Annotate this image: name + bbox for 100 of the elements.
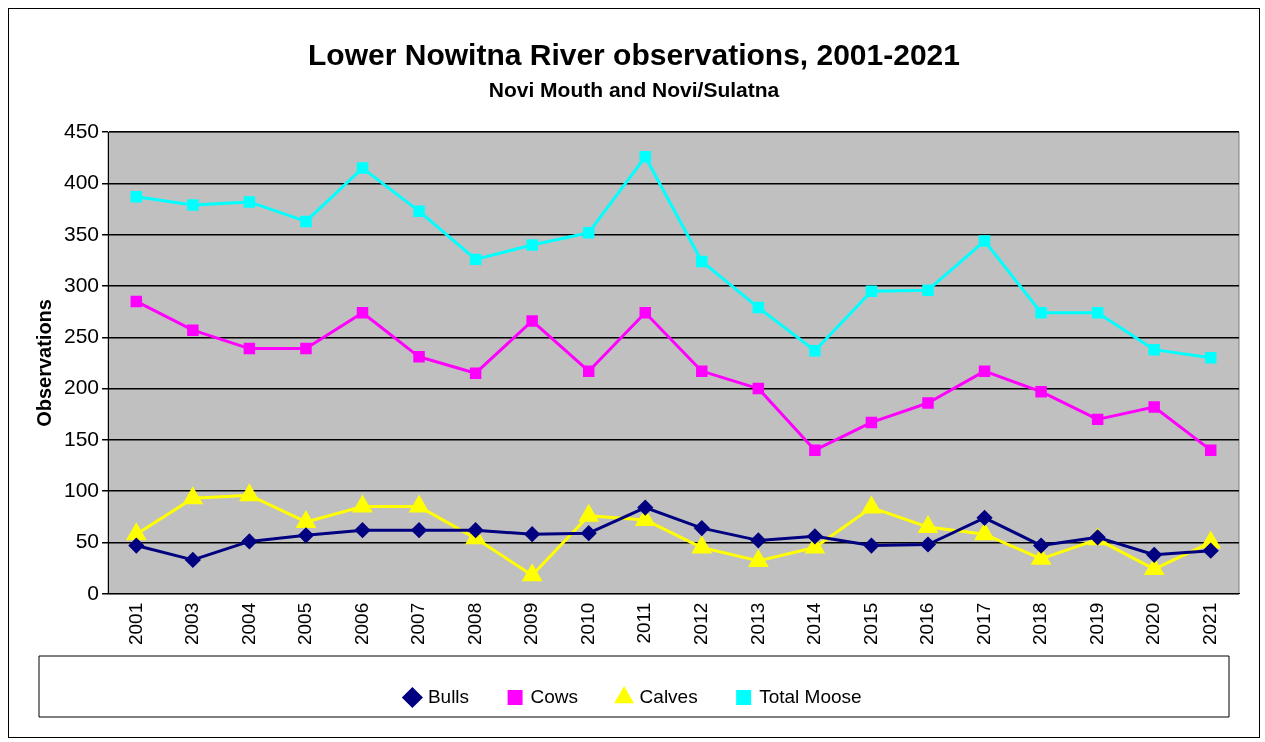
point (749, 550, 768, 567)
y-tick-label: 450 (63, 119, 100, 142)
x-tick-label: 2015 (859, 602, 881, 646)
x-tick-label: 2018 (1029, 602, 1051, 646)
y-tick-label: 400 (63, 170, 100, 194)
y-tick-label: 350 (63, 221, 100, 245)
x-tick-label: 2014 (803, 602, 825, 646)
point (469, 367, 482, 379)
point (187, 199, 199, 211)
point (582, 365, 595, 377)
point (526, 315, 538, 327)
y-tick-label: 0 (87, 580, 100, 604)
point (355, 522, 370, 538)
point (1033, 538, 1049, 554)
point (579, 505, 598, 522)
point (865, 285, 878, 297)
point (922, 397, 934, 409)
y-tick-label: 100 (63, 477, 100, 501)
point (240, 484, 259, 502)
y-tick-label: 200 (63, 375, 100, 399)
point (411, 522, 427, 538)
point (694, 520, 710, 536)
point (353, 496, 372, 513)
x-tick-label: 2021 (1198, 602, 1220, 646)
point (524, 526, 540, 542)
point (1035, 306, 1047, 319)
point (130, 295, 143, 308)
point (862, 497, 881, 514)
point (130, 191, 143, 203)
point (752, 382, 765, 395)
point (413, 205, 425, 217)
x-tick-label: 2016 (916, 602, 938, 646)
x-tick-label: 2013 (746, 602, 768, 646)
point (978, 235, 991, 247)
point (300, 215, 312, 228)
x-tick-label: 2009 (520, 602, 542, 646)
x-tick-label: 2017 (972, 602, 994, 646)
legend-label: Total Moose (759, 685, 862, 707)
point (1148, 401, 1160, 413)
point (863, 538, 879, 554)
point (356, 162, 369, 174)
point (582, 226, 595, 239)
point (639, 306, 651, 319)
point (1091, 413, 1104, 426)
point (865, 416, 878, 429)
point (922, 284, 934, 296)
point (187, 324, 199, 336)
point (1146, 547, 1162, 563)
point (809, 444, 821, 456)
y-axis-title: Observations (32, 299, 55, 427)
point (185, 552, 201, 568)
point (809, 344, 821, 357)
point (581, 525, 597, 541)
point (128, 538, 144, 554)
y-tick-label: 50 (75, 529, 100, 553)
point (1204, 352, 1217, 364)
chart-title: Lower Nowitna River observations, 2001-2021 (308, 38, 960, 72)
legend-label: Bulls (427, 685, 470, 707)
legend-label: Calves (639, 685, 698, 707)
point (522, 564, 542, 582)
point (468, 522, 484, 538)
chart-subtitle: Novi Mouth and Novi/Sulatna (488, 78, 780, 102)
point (975, 523, 994, 541)
x-tick-label: 2001 (124, 602, 146, 646)
x-tick-label: 2012 (690, 602, 712, 646)
point (298, 527, 314, 543)
point (1203, 543, 1219, 559)
x-tick-label: 2003 (181, 602, 203, 646)
point (696, 365, 708, 377)
point (692, 537, 712, 554)
x-tick-label: 2010 (576, 602, 598, 646)
point (752, 301, 765, 314)
point (1031, 548, 1051, 565)
point (413, 351, 425, 363)
point (526, 239, 538, 251)
point (409, 496, 429, 513)
point (469, 253, 482, 266)
point (356, 306, 369, 319)
x-tick-label: 2019 (1085, 602, 1107, 646)
x-tick-label: 2007 (407, 602, 429, 646)
y-tick-label: 300 (63, 272, 100, 296)
point (183, 487, 203, 505)
point (637, 500, 653, 516)
point (920, 537, 936, 552)
point (750, 532, 766, 548)
point (243, 196, 256, 208)
point (1144, 558, 1164, 576)
x-tick-label: 2008 (463, 602, 485, 646)
point (1148, 343, 1160, 356)
point (639, 151, 651, 163)
point (696, 255, 708, 268)
y-tick-label: 150 (63, 426, 100, 450)
x-tick-label: 2005 (294, 602, 316, 646)
x-tick-label: 2020 (1142, 602, 1164, 646)
point (296, 511, 316, 528)
point (978, 365, 991, 377)
x-tick-label: 2011 (633, 602, 655, 644)
x-tick-label: 2006 (350, 602, 372, 646)
legend-label: Cows (530, 685, 579, 707)
point (243, 342, 256, 355)
